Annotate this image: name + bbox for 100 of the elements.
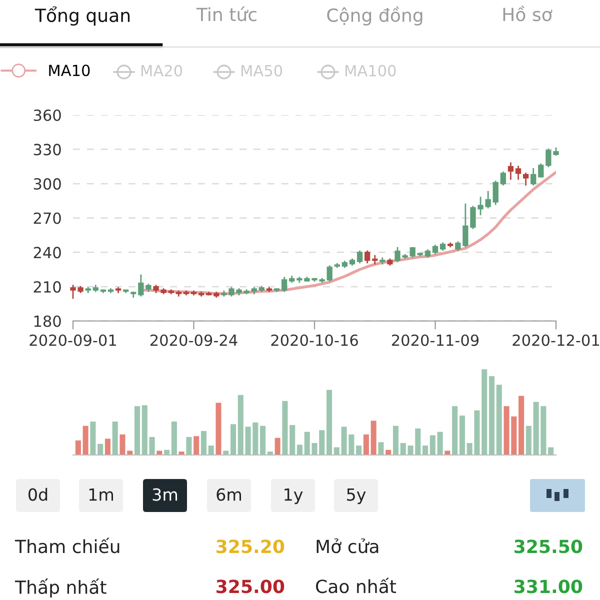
bar bbox=[98, 444, 104, 455]
bar bbox=[488, 376, 495, 455]
bar bbox=[430, 435, 436, 455]
bar bbox=[482, 369, 488, 455]
candlestick bbox=[485, 190, 491, 208]
candlestick bbox=[410, 247, 416, 258]
candlestick bbox=[183, 290, 190, 296]
bar bbox=[370, 420, 376, 455]
text: Tham chiếu bbox=[14, 538, 120, 554]
y-tick-label: 180 bbox=[34, 315, 61, 328]
candlestick bbox=[500, 172, 506, 186]
bar bbox=[134, 406, 140, 455]
x-tick-label: 2020-10-16 bbox=[271, 334, 358, 346]
bar bbox=[363, 434, 369, 455]
bar bbox=[142, 405, 148, 455]
text: 325.00 bbox=[216, 580, 284, 594]
candlestick bbox=[515, 166, 522, 180]
text: Cộng đồng bbox=[327, 6, 422, 26]
text: Tổng quan bbox=[34, 6, 130, 26]
bar bbox=[378, 442, 384, 455]
candlestick bbox=[138, 274, 144, 297]
y-tick-label: 270 bbox=[34, 212, 61, 224]
bar bbox=[104, 438, 110, 455]
y-tick-label: 360 bbox=[34, 109, 61, 122]
candlestick bbox=[538, 164, 544, 178]
text: Mở cửa bbox=[316, 538, 378, 554]
text: 1m bbox=[89, 488, 114, 501]
x-tick-label: 2020-09-01 bbox=[30, 334, 116, 346]
bar bbox=[149, 437, 155, 455]
text: 325.20 bbox=[216, 540, 284, 554]
y-tick-label: 330 bbox=[34, 144, 61, 156]
candlestick bbox=[448, 242, 454, 248]
x-tick-label: 2020-12-01 bbox=[512, 334, 599, 346]
bar bbox=[200, 431, 206, 455]
candlestick bbox=[281, 276, 288, 292]
text: 3m bbox=[152, 488, 178, 501]
candlestick bbox=[206, 292, 212, 296]
candlestick bbox=[198, 292, 204, 297]
candlestick bbox=[380, 257, 386, 264]
bar bbox=[444, 450, 450, 455]
bar bbox=[496, 384, 502, 455]
candlestick bbox=[530, 168, 536, 186]
bar bbox=[459, 416, 465, 455]
bar bbox=[326, 390, 332, 455]
bar bbox=[437, 432, 443, 455]
y-tick-label: 240 bbox=[34, 246, 61, 258]
candlestick bbox=[85, 287, 91, 294]
bar bbox=[334, 447, 340, 455]
bar bbox=[296, 444, 302, 455]
candlestick bbox=[364, 250, 370, 264]
candlestick bbox=[492, 180, 498, 205]
bar bbox=[452, 406, 458, 455]
bar bbox=[90, 422, 96, 455]
bar bbox=[223, 450, 229, 455]
bar bbox=[82, 426, 88, 455]
text: Thấp nhất bbox=[14, 578, 106, 598]
bar bbox=[186, 437, 192, 455]
bar bbox=[282, 401, 288, 455]
bar bbox=[548, 447, 554, 455]
bar bbox=[392, 426, 399, 455]
text: 331.00 bbox=[514, 580, 582, 594]
text: 325.50 bbox=[514, 540, 582, 554]
candlestick bbox=[130, 292, 136, 298]
text: Hồ sơ bbox=[503, 6, 552, 22]
candlestick bbox=[356, 250, 363, 264]
bar bbox=[290, 425, 296, 455]
bar bbox=[526, 426, 532, 455]
bar bbox=[112, 422, 118, 455]
candlestick bbox=[522, 172, 529, 186]
candlestick bbox=[115, 287, 122, 294]
text: 6m bbox=[216, 488, 242, 501]
candlestick bbox=[266, 287, 272, 292]
candlestick bbox=[326, 265, 332, 282]
text: Tin tức bbox=[196, 6, 256, 22]
text: 5y bbox=[347, 488, 366, 504]
bar bbox=[260, 426, 266, 455]
bar bbox=[216, 402, 222, 455]
text: Cao nhất bbox=[316, 578, 396, 594]
text: 0d bbox=[28, 488, 48, 501]
candlestick bbox=[372, 255, 378, 264]
legend-label: MA10 bbox=[49, 64, 90, 76]
candlestick bbox=[508, 162, 514, 180]
bar bbox=[171, 422, 177, 455]
bar bbox=[518, 396, 524, 455]
bar bbox=[422, 446, 428, 455]
candlestick bbox=[334, 263, 340, 268]
bar bbox=[194, 436, 200, 455]
candlestick bbox=[190, 290, 197, 296]
y-tick-label: 210 bbox=[34, 281, 61, 293]
bar bbox=[274, 438, 280, 455]
bar bbox=[230, 424, 236, 455]
x-tick-label: 2020-11-09 bbox=[392, 334, 479, 346]
x-tick-label: 2020-09-24 bbox=[150, 334, 238, 346]
bar bbox=[238, 395, 244, 455]
bar bbox=[208, 446, 214, 455]
candlestick bbox=[176, 290, 182, 297]
bar bbox=[75, 440, 81, 455]
text: 1y bbox=[284, 488, 303, 504]
bar bbox=[156, 450, 162, 455]
y-tick-label: 300 bbox=[34, 178, 61, 190]
